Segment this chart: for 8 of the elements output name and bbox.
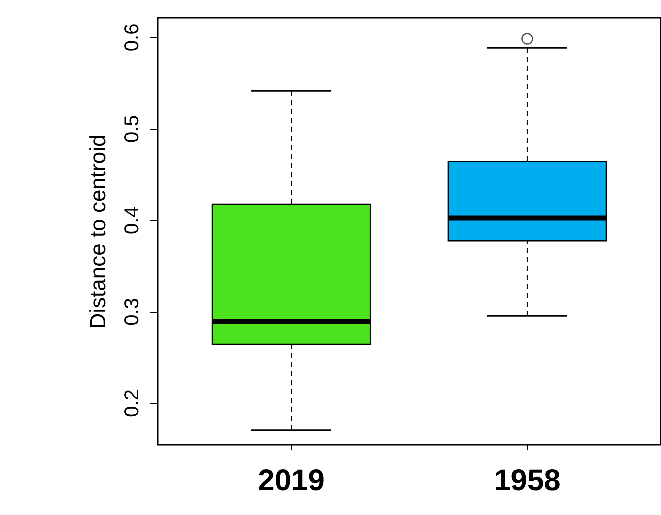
- y-tick-label: 0.6: [122, 24, 144, 52]
- y-axis-title: Distance to centroid: [86, 134, 110, 330]
- y-tick-label: 0.2: [122, 390, 144, 418]
- x-tick-label: 2019: [258, 464, 325, 498]
- y-tick-label: 0.4: [122, 206, 144, 234]
- y-tick-label: 0.5: [122, 115, 144, 144]
- x-tick-label: 1958: [494, 464, 561, 498]
- y-tick-label: 0.3: [122, 298, 144, 326]
